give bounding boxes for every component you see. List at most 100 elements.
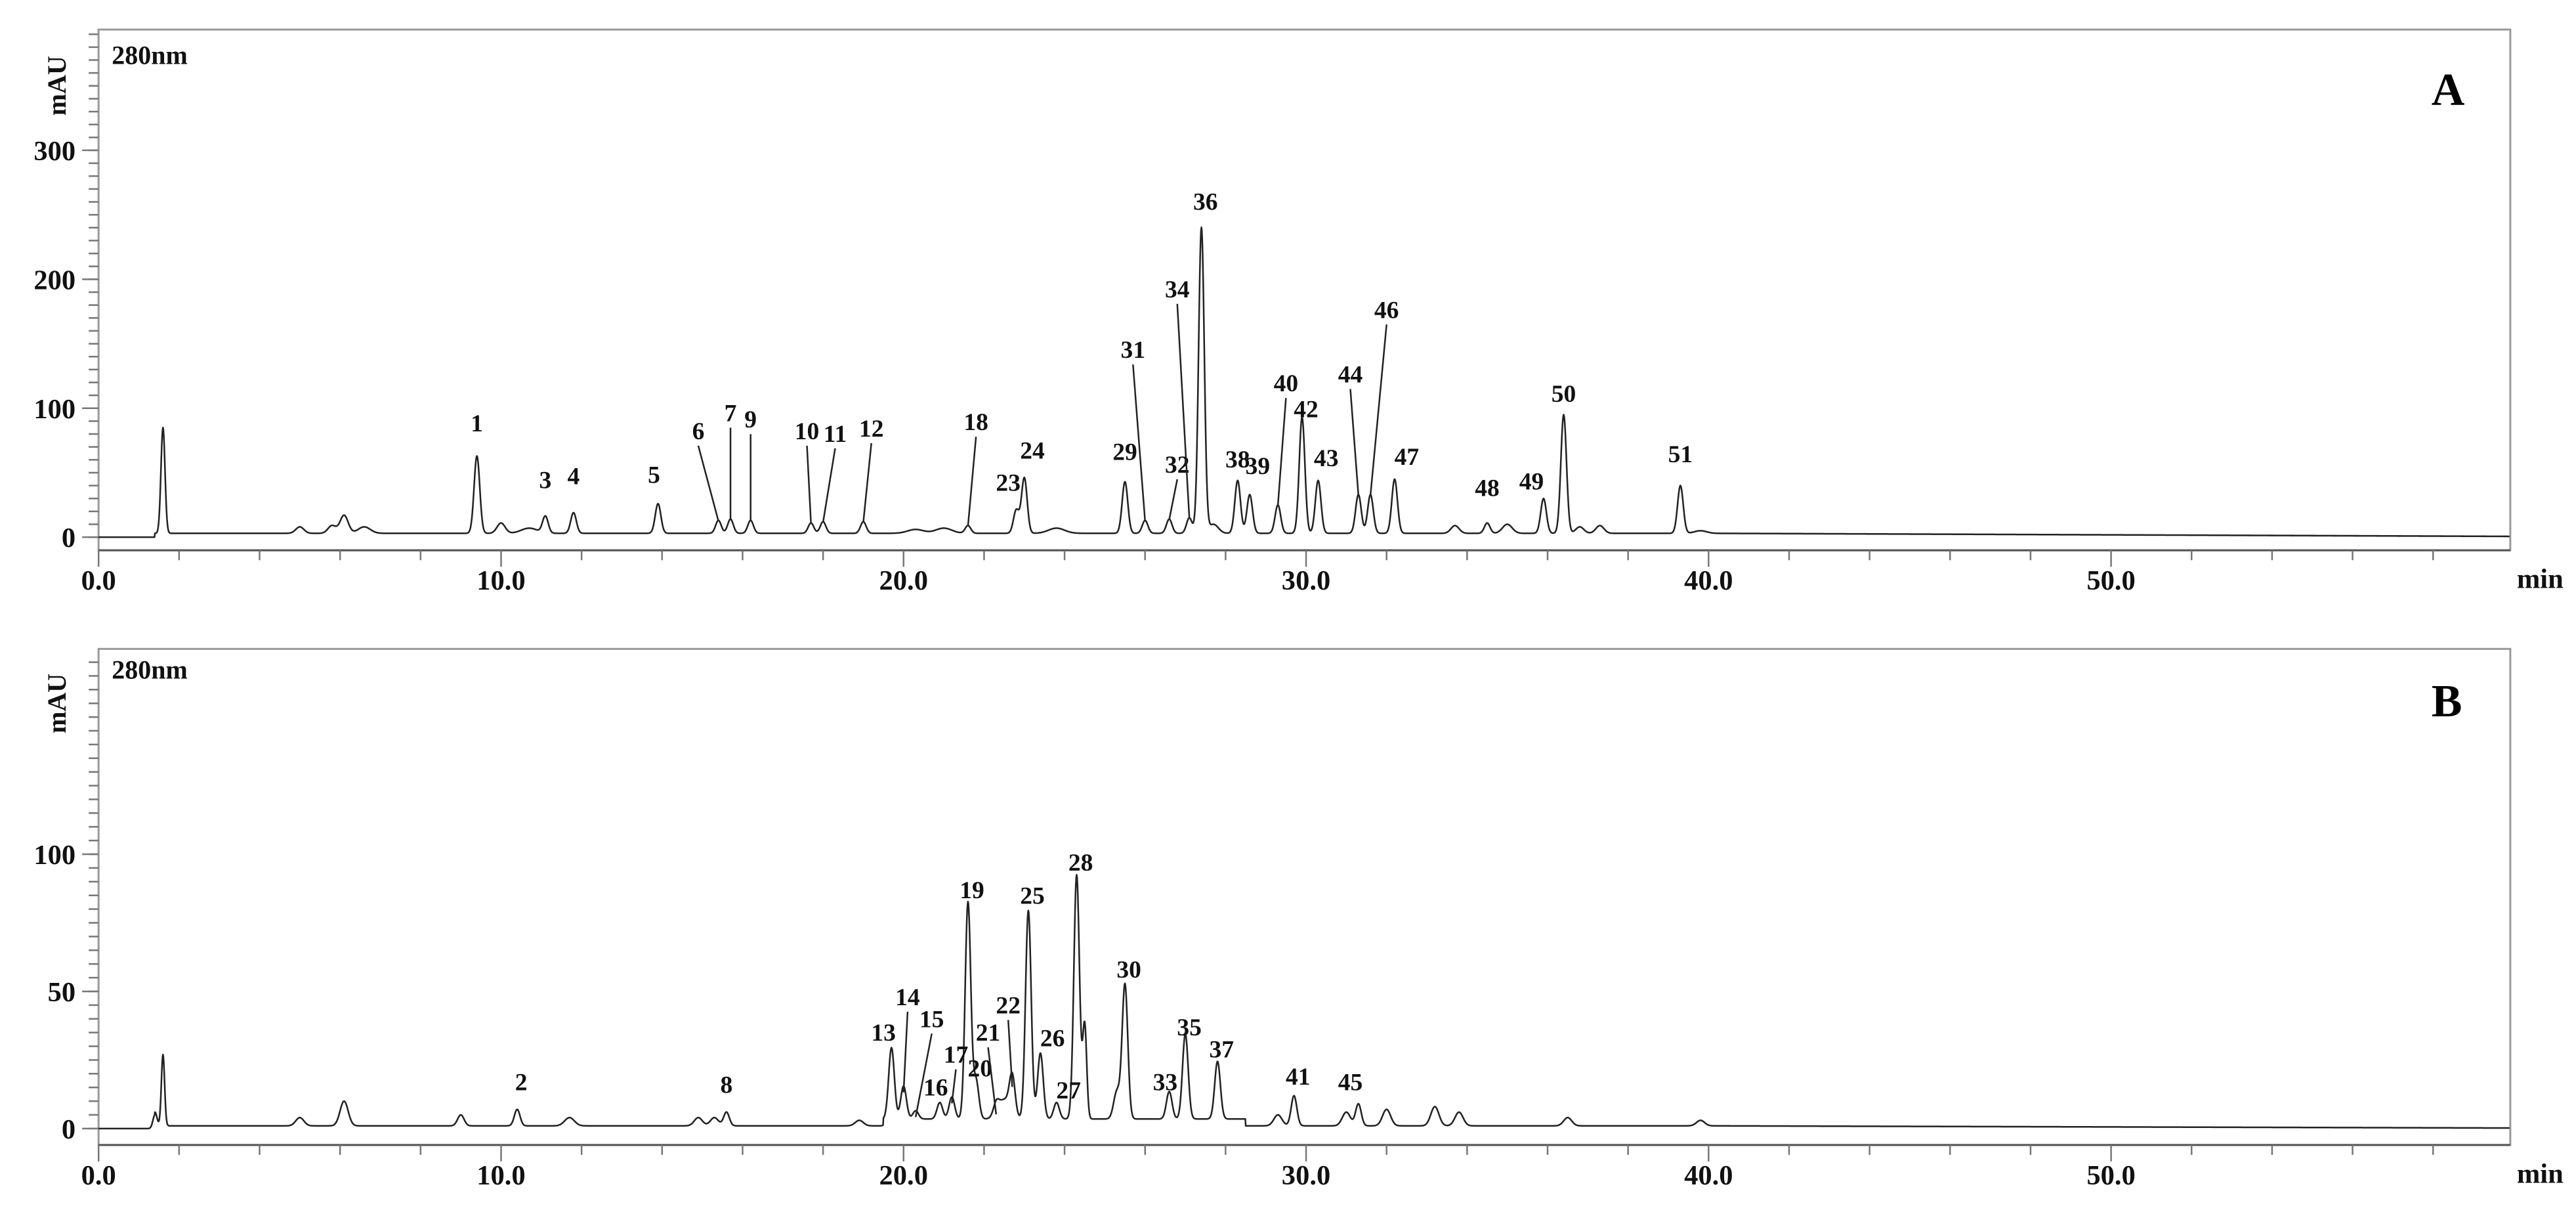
panel-letter-a: A <box>2432 65 2465 116</box>
peak-label: 43 <box>1314 445 1339 472</box>
x-tick-label: 30.0 <box>1282 1160 1330 1191</box>
peak-label: 29 <box>1112 439 1137 466</box>
x-tick-label: 30.0 <box>1282 565 1330 596</box>
peak-leader-line <box>1369 324 1387 496</box>
peak-label: 24 <box>1020 437 1045 464</box>
x-tick-label: 20.0 <box>879 1160 928 1191</box>
x-axis-unit-b: min <box>2517 1158 2564 1189</box>
peak-label: 20 <box>968 1056 993 1083</box>
peak-leader-line <box>1349 389 1360 496</box>
y-tick-label: 50 <box>48 977 76 1008</box>
peak-label: 48 <box>1475 475 1500 502</box>
x-tick-label: 50.0 <box>2086 1160 2135 1191</box>
y-axis-title-a: mAU <box>42 56 72 116</box>
peak-leader-line <box>1007 1020 1013 1087</box>
peak-label: 19 <box>960 877 984 904</box>
chromatogram-trace-a <box>98 226 2510 538</box>
peak-label: 49 <box>1519 468 1544 495</box>
peak-leader-line <box>902 1011 909 1093</box>
peak-label: 16 <box>923 1075 948 1102</box>
y-tick-label: 0 <box>62 1114 75 1145</box>
peak-label: 30 <box>1116 957 1141 984</box>
peak-label: 11 <box>824 421 847 448</box>
x-ticks-b: 0.0 10.0 20.0 30.0 40.0 50.0 <box>81 1144 2434 1191</box>
x-axis-unit-a: min <box>2517 564 2564 595</box>
peak-label: 17 <box>944 1042 969 1069</box>
peak-label: 12 <box>859 416 884 443</box>
peak-label: 42 <box>1294 397 1319 423</box>
y-ticks-b: 0 50 100 <box>33 661 99 1145</box>
peak-leader-line <box>862 443 872 523</box>
peak-label: 46 <box>1374 297 1399 324</box>
x-tick-label: 10.0 <box>476 1160 525 1191</box>
peak-leader-line <box>914 1033 933 1117</box>
peak-label: 45 <box>1338 1069 1363 1096</box>
peak-label: 4 <box>567 464 580 490</box>
panel-letter-b: B <box>2432 676 2462 727</box>
peak-label: 28 <box>1068 850 1093 877</box>
peak-label: 41 <box>1286 1064 1311 1091</box>
peak-label: 9 <box>744 406 757 433</box>
peak-label: 25 <box>1020 882 1045 909</box>
peak-leader-line <box>806 445 812 524</box>
peak-leader-line <box>697 445 719 521</box>
peak-leader-line <box>967 437 977 527</box>
y-tick-label: 100 <box>33 840 75 871</box>
x-tick-label: 10.0 <box>476 565 525 596</box>
peak-label: 31 <box>1121 337 1146 364</box>
peak-label: 50 <box>1552 381 1576 408</box>
panel-a: 0 100 200 300 0.0 10.0 20.0 30.0 40.0 50.0 mAU 2… <box>33 28 2564 596</box>
x-tick-label: 0.0 <box>81 1160 116 1191</box>
x-tick-label: 20.0 <box>879 565 928 596</box>
peak-label: 40 <box>1274 370 1299 397</box>
peak-label: 10 <box>795 418 820 445</box>
wavelength-label-a: 280nm <box>112 41 188 70</box>
peak-label: 26 <box>1040 1026 1065 1052</box>
peak-label: 21 <box>976 1020 1001 1047</box>
peak-label: 33 <box>1153 1069 1178 1096</box>
peak-label: 34 <box>1165 276 1190 303</box>
peak-label: 8 <box>721 1072 733 1099</box>
peak-label: 15 <box>919 1006 944 1033</box>
peak-leader-line <box>951 1069 957 1104</box>
peak-label: 2 <box>515 1069 528 1096</box>
peak-label: 39 <box>1246 453 1271 480</box>
peak-label: 22 <box>996 992 1021 1019</box>
peak-label: 13 <box>871 1020 896 1047</box>
peak-leader-line <box>1132 364 1146 521</box>
peak-label: 37 <box>1209 1036 1234 1063</box>
chromatogram-trace-b <box>98 874 2510 1130</box>
y-tick-label: 100 <box>33 394 75 425</box>
peak-label: 35 <box>1177 1014 1202 1041</box>
peak-label: 51 <box>1668 441 1693 468</box>
x-ticks-a: 0.0 10.0 20.0 30.0 40.0 50.0 <box>81 550 2434 596</box>
peak-label: 3 <box>539 467 552 494</box>
panel-b: 0 50 100 0.0 10.0 20.0 30.0 40.0 50.0 mAU 280nm… <box>33 647 2564 1191</box>
y-ticks-a: 0 100 200 300 <box>33 33 99 553</box>
peak-label: 5 <box>648 462 660 489</box>
peak-label: 23 <box>996 469 1021 496</box>
peak-label: 36 <box>1193 188 1218 215</box>
peak-label: 18 <box>963 409 988 436</box>
y-tick-label: 300 <box>33 136 75 167</box>
peak-label: 47 <box>1395 444 1420 471</box>
x-tick-label: 40.0 <box>1684 565 1733 596</box>
x-tick-label: 40.0 <box>1684 1160 1733 1191</box>
peak-label: 6 <box>692 418 705 445</box>
peak-leader-line <box>822 448 836 523</box>
x-tick-label: 0.0 <box>81 565 116 596</box>
peak-label: 1 <box>471 410 483 437</box>
peak-leader-line <box>1176 303 1191 519</box>
y-tick-label: 0 <box>62 523 75 553</box>
wavelength-label-b: 280nm <box>112 655 188 684</box>
peak-leader-line <box>987 1047 998 1115</box>
peak-label: 44 <box>1338 361 1363 388</box>
x-tick-label: 50.0 <box>2086 565 2135 596</box>
peak-label: 14 <box>895 984 920 1011</box>
y-tick-label: 200 <box>33 265 75 295</box>
peak-label: 38 <box>1225 446 1250 473</box>
peak-leader-line <box>1277 398 1287 506</box>
